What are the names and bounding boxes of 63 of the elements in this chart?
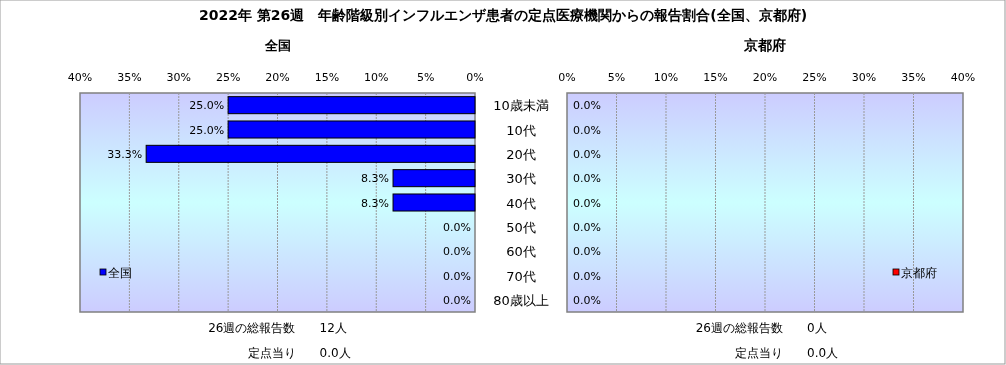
text: 26週の総報告数 (208, 321, 296, 335)
bar (392, 193, 476, 212)
x-tick-label: 20% (265, 71, 290, 84)
data-label: 25.0% (189, 99, 225, 113)
data-label: 0.0% (573, 123, 601, 137)
data-label: 0.0% (443, 269, 471, 283)
data-label: 0.0% (573, 99, 601, 113)
data-label: 0.0% (573, 269, 601, 283)
text: 定点当り (735, 346, 783, 360)
x-tick-label: 25% (215, 71, 241, 84)
data-label: 0.0% (443, 245, 471, 259)
y-tick-label: 40代 (506, 195, 536, 211)
text: 0.0人 (319, 346, 351, 360)
data-label: 33.3% (107, 147, 143, 161)
y-tick-label: 80歳以上 (493, 292, 549, 308)
y-tick-label: 20代 (506, 146, 536, 162)
text: 26週の総報告数 (695, 321, 783, 335)
data-label: 0.0% (443, 220, 471, 234)
x-tick-label: 15% (703, 71, 728, 84)
x-tick-label: 15% (314, 71, 340, 84)
data-label: 0.0% (573, 196, 601, 210)
x-tick-label: 30% (166, 71, 191, 84)
text: 定点当り (247, 346, 296, 360)
data-label: 0.0% (573, 172, 601, 186)
y-tick-label: 60代 (506, 244, 536, 260)
x-tick-label: 0% (558, 71, 576, 84)
y-tick-label: 10代 (506, 122, 536, 138)
y-tick-label: 70代 (506, 268, 536, 284)
data-label: 8.3% (361, 196, 390, 210)
chart-title: 京都府 (743, 37, 786, 53)
data-label: 0.0% (573, 147, 601, 161)
x-tick-label: 10% (653, 71, 679, 84)
text: 12人 (319, 321, 347, 335)
y-tick-label: 10歳未満 (493, 98, 549, 114)
text: 0人 (807, 321, 827, 335)
bar (227, 120, 476, 139)
x-tick-label: 30% (851, 71, 877, 84)
x-tick-label: 0% (466, 71, 484, 84)
data-label: 25.0% (189, 123, 225, 137)
legend-label: 京都府 (901, 266, 937, 280)
legend-label: 全国 (108, 266, 132, 280)
bar (145, 144, 476, 163)
bar (227, 96, 476, 115)
data-label: 0.0% (573, 245, 601, 259)
x-tick-label: 5% (607, 71, 626, 84)
y-tick-label: 30代 (506, 171, 536, 187)
x-tick-label: 25% (802, 71, 827, 84)
x-tick-label: 35% (117, 71, 142, 84)
data-label: 0.0% (573, 220, 601, 234)
data-label: 0.0% (443, 293, 471, 307)
data-label: 0.0% (573, 293, 601, 307)
chart-subtitle: 全国 (263, 38, 291, 53)
x-tick-label: 35% (901, 71, 926, 84)
data-label: 8.3% (361, 172, 390, 186)
x-tick-label: 10% (364, 71, 389, 84)
x-tick-label: 40% (67, 71, 93, 84)
x-tick-label: 5% (416, 71, 435, 84)
bar (392, 169, 476, 188)
x-tick-label: 40% (950, 71, 976, 84)
text: 0.0人 (807, 346, 839, 360)
y-tick-label: 50代 (506, 219, 536, 235)
chart-title: 2022年 第26週 年齢階級別インフルエンザ患者の定点医療機関からの報告割合(全国、京都府) (198, 7, 808, 23)
x-tick-label: 20% (752, 71, 778, 84)
